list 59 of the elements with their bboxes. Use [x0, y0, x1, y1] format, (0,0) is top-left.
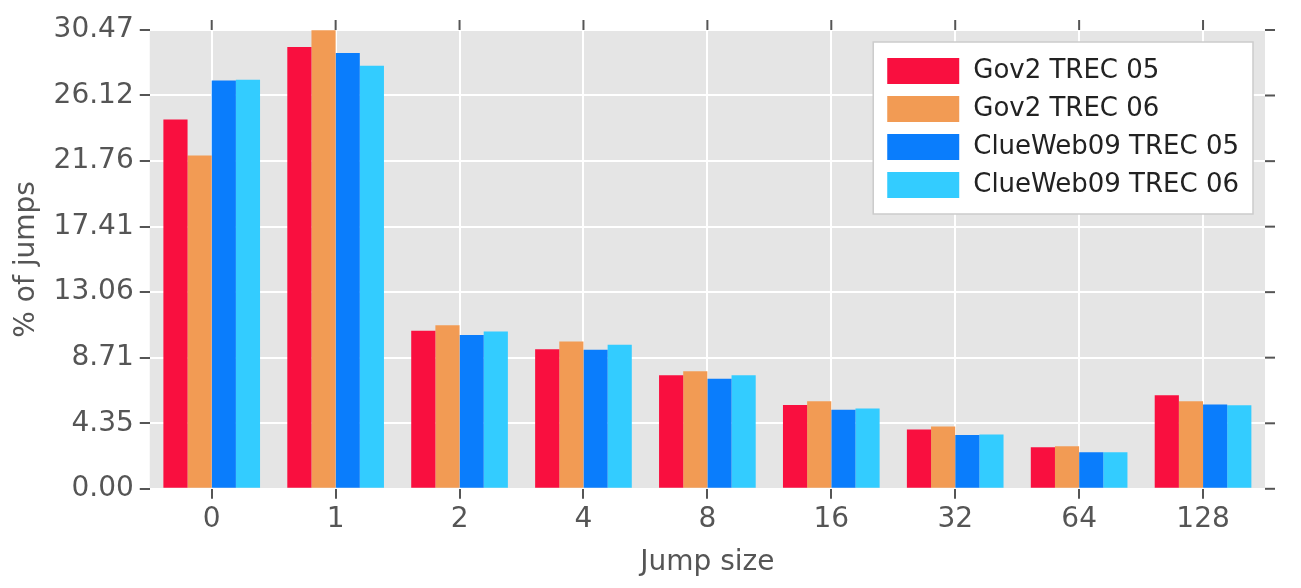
- bar: [459, 335, 484, 488]
- x-tick-label: 8: [698, 500, 717, 534]
- legend-label: ClueWeb09 TREC 05: [973, 129, 1239, 160]
- bar: [359, 65, 384, 488]
- bar: [831, 409, 856, 488]
- x-tick-label: 128: [1176, 500, 1230, 534]
- bar: [211, 80, 236, 488]
- x-tick-label: 32: [937, 500, 974, 534]
- x-tick-label: 64: [1061, 500, 1097, 534]
- y-tick-label: 0.00: [71, 470, 134, 504]
- bar: [1227, 405, 1252, 488]
- bar: [483, 331, 508, 488]
- bar: [163, 119, 188, 488]
- bar: [1203, 404, 1228, 488]
- bar: [1030, 447, 1055, 488]
- x-tick-label: 1: [326, 500, 345, 534]
- bar: [311, 30, 336, 488]
- x-tick-label: 16: [813, 500, 850, 534]
- y-axis-title: % of jumps: [8, 181, 42, 338]
- x-tick-label: 2: [450, 500, 469, 534]
- bar: [931, 426, 956, 488]
- bar: [955, 434, 980, 488]
- y-tick-label: 26.12: [53, 76, 134, 110]
- bar: [1079, 452, 1104, 488]
- bar: [782, 404, 808, 488]
- legend-label: Gov2 TREC 05: [973, 53, 1160, 84]
- bar: [707, 378, 732, 488]
- y-tick-label: 8.71: [71, 338, 134, 372]
- bar: [683, 371, 708, 488]
- bar: [659, 375, 684, 488]
- y-tick-label: 30.47: [53, 11, 134, 45]
- bar: [607, 344, 632, 488]
- bar: [807, 401, 832, 488]
- bar: [435, 325, 460, 488]
- bar: [235, 79, 261, 488]
- y-tick-label: 4.35: [71, 404, 134, 438]
- bar: [411, 330, 436, 488]
- legend-label: Gov2 TREC 06: [973, 91, 1160, 122]
- bar: [1054, 446, 1080, 488]
- bar: [559, 341, 584, 488]
- bar: [979, 434, 1004, 488]
- bar: [906, 429, 932, 488]
- bar: [535, 349, 560, 488]
- bar: [1154, 395, 1179, 488]
- y-tick-label: 21.76: [53, 142, 134, 176]
- bar: [187, 155, 212, 488]
- bar: [583, 349, 608, 488]
- bar: [335, 53, 360, 488]
- bar: [855, 408, 880, 488]
- y-tick-label: 13.06: [53, 273, 134, 307]
- x-axis-title: Jump size: [638, 544, 775, 578]
- legend-label: ClueWeb09 TREC 06: [973, 167, 1239, 198]
- bar: [1103, 452, 1128, 488]
- x-tick-label: 4: [574, 500, 593, 534]
- bar: [731, 375, 756, 488]
- x-tick-label: 0: [202, 500, 221, 534]
- bar: [1178, 401, 1204, 488]
- bar: [287, 47, 312, 488]
- y-tick-label: 17.41: [53, 207, 134, 241]
